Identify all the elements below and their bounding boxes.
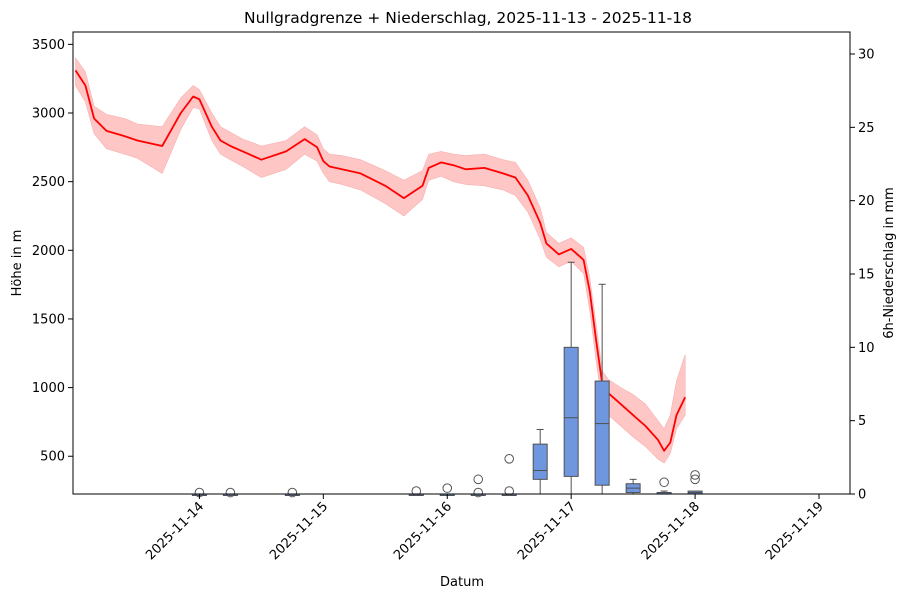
- y-tick-label-5: 3000: [32, 107, 65, 122]
- precip-box-1: [222, 487, 238, 498]
- y2-tick-label-2: 10: [858, 341, 875, 356]
- freezing-level-band-0: [75, 57, 686, 464]
- y-axis-title: Höhe in m: [10, 230, 25, 297]
- precip-box-12: [687, 470, 703, 495]
- precip-box-9: [594, 283, 610, 494]
- y2-tick-label-3: 15: [858, 268, 875, 283]
- x-tick-label-0: 2025-11-14: [143, 499, 207, 563]
- y-axis-right: 0 5 10 15 20 25 30: [850, 48, 875, 503]
- y-tick-label-4: 2500: [32, 175, 65, 190]
- precip-outlier-0: [225, 487, 236, 498]
- precip-box-2: [284, 487, 300, 498]
- precip-box-8: [563, 261, 579, 494]
- precip-box-11: [656, 477, 672, 495]
- y2-tick-label-0: 0: [858, 488, 866, 503]
- precip-outlier-0: [287, 487, 298, 498]
- precip-outlier-1: [690, 470, 700, 480]
- x-tick-label-2: 2025-11-16: [391, 499, 455, 563]
- y2-tick-label-4: 20: [858, 194, 875, 209]
- y2-tick-label-6: 30: [858, 48, 875, 63]
- y-axis-left: 500 1000 1500 2000 2500 3000 3500: [32, 38, 73, 465]
- y-tick-label-2: 1500: [32, 312, 65, 327]
- x-axis-title: Datum: [440, 575, 484, 590]
- plot-area: [74, 57, 703, 498]
- precip-box-body: [532, 443, 548, 480]
- precip-box-body: [563, 346, 579, 477]
- y-tick-label-3: 2000: [32, 244, 65, 259]
- x-axis: 2025-11-14 2025-11-15 2025-11-16 2025-11-17…: [143, 494, 827, 563]
- precip-box-body: [594, 380, 610, 486]
- precip-outlier-0: [411, 486, 422, 496]
- precip-box-10: [625, 478, 641, 494]
- precip-outlier-1: [473, 474, 484, 485]
- y-tick-label-6: 3500: [32, 38, 65, 53]
- x-tick-label-1: 2025-11-15: [267, 499, 331, 563]
- precip-outlier-0: [504, 486, 515, 496]
- precip-outlier-0: [659, 477, 669, 488]
- x-tick-label-4: 2025-11-18: [639, 499, 703, 563]
- precip-outlier-0: [473, 487, 484, 498]
- precip-outlier-0: [442, 483, 453, 493]
- precip-box-6: [501, 454, 517, 496]
- precip-outlier-1: [504, 454, 515, 464]
- y-tick-label-1: 1000: [32, 381, 65, 396]
- x-tick-label-3: 2025-11-17: [515, 499, 579, 563]
- precip-outlier-0: [690, 474, 700, 485]
- chart-title: Nullgradgrenze + Niederschlag, 2025-11-1…: [244, 9, 692, 27]
- y2-axis-title: 6h-Niederschlag in mm: [882, 187, 897, 339]
- plot-frame: [72, 31, 851, 495]
- y2-tick-label-5: 25: [858, 121, 875, 136]
- y2-tick-label-1: 5: [858, 414, 866, 429]
- precip-box-7: [532, 428, 548, 494]
- x-tick-label-5: 2025-11-19: [763, 499, 827, 563]
- y-tick-label-0: 500: [40, 450, 65, 465]
